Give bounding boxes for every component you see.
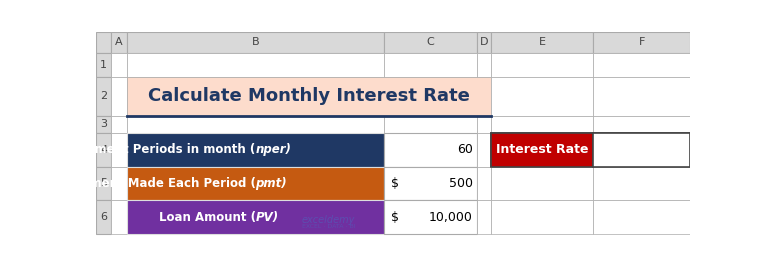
Bar xyxy=(594,77,690,116)
Text: F: F xyxy=(639,37,645,47)
Text: 3: 3 xyxy=(100,119,107,129)
Bar xyxy=(127,32,384,52)
Bar xyxy=(491,166,594,200)
Bar xyxy=(477,32,491,52)
Text: B: B xyxy=(252,37,259,47)
Bar xyxy=(111,166,127,200)
Bar xyxy=(111,77,127,116)
Bar xyxy=(477,52,491,77)
Text: 1: 1 xyxy=(100,60,107,70)
Bar xyxy=(384,200,477,234)
Bar xyxy=(384,116,477,133)
Bar xyxy=(491,32,594,52)
Text: C: C xyxy=(426,37,435,47)
Text: E: E xyxy=(538,37,546,47)
Text: Payment Periods in month (: Payment Periods in month ( xyxy=(71,143,255,156)
Bar xyxy=(491,200,594,234)
Text: 2: 2 xyxy=(100,91,107,101)
Text: pmt): pmt) xyxy=(255,177,287,190)
Text: D: D xyxy=(480,37,489,47)
Text: 500: 500 xyxy=(449,177,472,190)
Text: 5: 5 xyxy=(100,179,107,188)
Text: 10,000: 10,000 xyxy=(429,211,472,224)
Bar xyxy=(384,52,477,77)
Bar xyxy=(96,133,111,166)
Text: $: $ xyxy=(391,211,399,224)
Text: 60: 60 xyxy=(456,143,472,156)
Bar xyxy=(111,200,127,234)
Text: Interest Rate: Interest Rate xyxy=(496,143,588,156)
Text: Loan Amount (: Loan Amount ( xyxy=(159,211,255,224)
Bar xyxy=(384,133,477,166)
Bar xyxy=(127,116,384,133)
Bar xyxy=(477,116,491,133)
Text: A: A xyxy=(115,37,123,47)
Bar xyxy=(127,77,491,116)
Text: EXCEL · DATA · BI: EXCEL · DATA · BI xyxy=(301,224,355,229)
Bar xyxy=(96,52,111,77)
Text: 4: 4 xyxy=(100,145,107,154)
Bar xyxy=(111,32,127,52)
Bar xyxy=(127,200,384,234)
Bar xyxy=(127,52,384,77)
Bar xyxy=(594,200,690,234)
Bar xyxy=(491,77,594,116)
Bar xyxy=(111,116,127,133)
Text: Calculate Monthly Interest Rate: Calculate Monthly Interest Rate xyxy=(148,87,470,105)
Bar xyxy=(127,166,384,200)
Bar xyxy=(594,133,690,166)
Text: nper): nper) xyxy=(255,143,291,156)
Bar xyxy=(111,133,127,166)
Bar xyxy=(127,133,384,166)
Bar xyxy=(477,133,491,166)
Bar xyxy=(96,200,111,234)
Bar xyxy=(111,52,127,77)
Bar xyxy=(96,32,111,52)
Bar xyxy=(477,166,491,200)
Bar xyxy=(96,116,111,133)
Bar xyxy=(477,200,491,234)
Text: $: $ xyxy=(391,177,399,190)
Text: Payment Made Each Period (: Payment Made Each Period ( xyxy=(66,177,255,190)
Bar xyxy=(384,166,477,200)
Bar xyxy=(96,166,111,200)
Bar xyxy=(491,133,690,166)
Bar xyxy=(491,116,594,133)
Bar xyxy=(594,52,690,77)
Bar xyxy=(491,133,594,166)
Bar xyxy=(384,32,477,52)
Bar xyxy=(594,116,690,133)
Text: 6: 6 xyxy=(100,212,107,222)
Text: exceldemy: exceldemy xyxy=(301,215,355,226)
Bar xyxy=(491,52,594,77)
Text: PV): PV) xyxy=(255,211,278,224)
Bar xyxy=(594,32,690,52)
Bar xyxy=(594,166,690,200)
Bar xyxy=(96,77,111,116)
